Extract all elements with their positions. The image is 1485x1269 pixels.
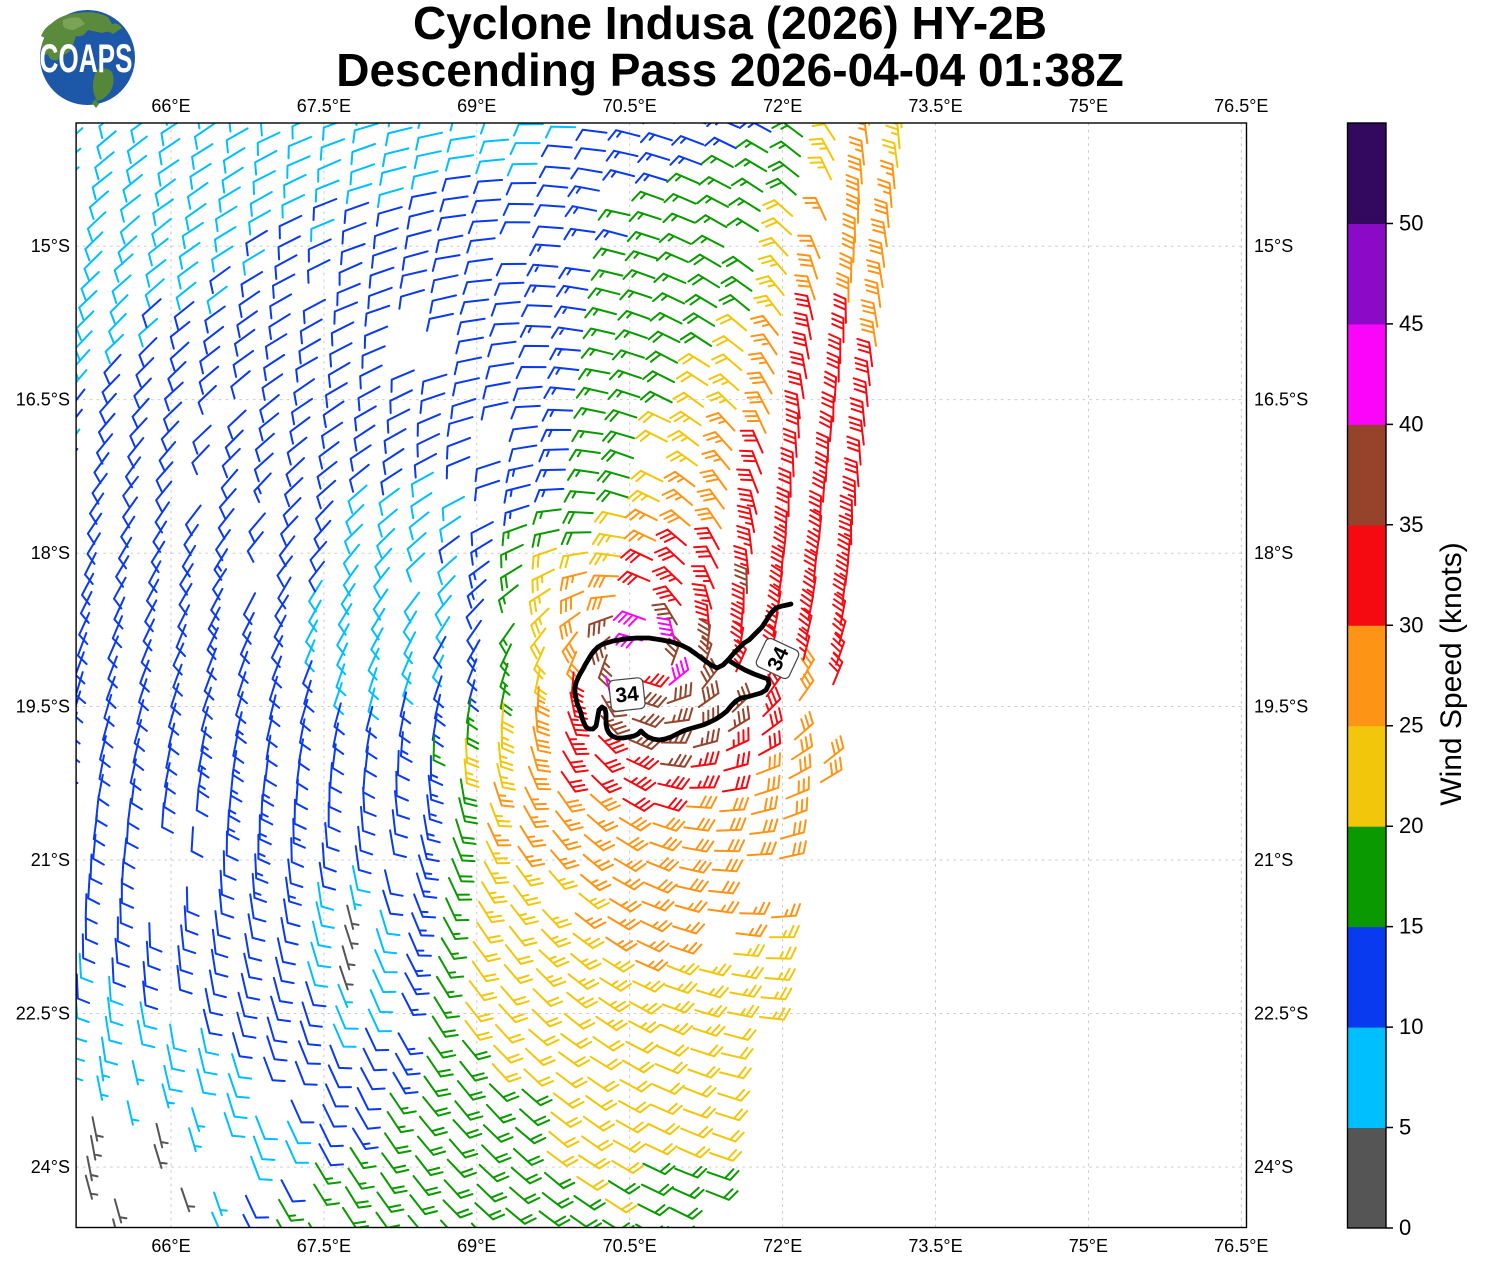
svg-text:20: 20 [1399, 813, 1423, 838]
svg-text:18°S: 18°S [1254, 543, 1293, 563]
svg-text:COAPS: COAPS [40, 37, 133, 81]
svg-text:10: 10 [1399, 1014, 1423, 1039]
svg-text:15: 15 [1399, 914, 1423, 939]
svg-text:0: 0 [1399, 1215, 1411, 1240]
svg-text:76.5°E: 76.5°E [1214, 1236, 1268, 1256]
svg-text:16.5°S: 16.5°S [16, 390, 70, 410]
svg-text:75°E: 75°E [1069, 1236, 1108, 1256]
svg-text:30: 30 [1399, 612, 1423, 637]
svg-text:18°S: 18°S [31, 543, 70, 563]
svg-text:40: 40 [1399, 411, 1423, 436]
svg-text:50: 50 [1399, 211, 1423, 236]
svg-text:67.5°E: 67.5°E [297, 96, 351, 116]
svg-text:15°S: 15°S [31, 236, 70, 256]
svg-text:5: 5 [1399, 1115, 1411, 1140]
svg-text:22.5°S: 22.5°S [16, 1004, 70, 1024]
svg-text:75°E: 75°E [1069, 96, 1108, 116]
svg-text:Descending Pass 2026-04-04 01:: Descending Pass 2026-04-04 01:38Z [336, 44, 1124, 96]
svg-text:69°E: 69°E [457, 1236, 496, 1256]
svg-text:16.5°S: 16.5°S [1254, 390, 1308, 410]
svg-text:45: 45 [1399, 311, 1423, 336]
svg-text:34: 34 [614, 682, 640, 707]
svg-text:73.5°E: 73.5°E [908, 1236, 962, 1256]
svg-text:19.5°S: 19.5°S [16, 697, 70, 717]
svg-text:24°S: 24°S [1254, 1157, 1293, 1177]
svg-text:67.5°E: 67.5°E [297, 1236, 351, 1256]
svg-text:72°E: 72°E [763, 1236, 802, 1256]
svg-text:73.5°E: 73.5°E [908, 96, 962, 116]
svg-text:21°S: 21°S [1254, 850, 1293, 870]
svg-text:24°S: 24°S [31, 1157, 70, 1177]
svg-text:76.5°E: 76.5°E [1214, 96, 1268, 116]
svg-text:70.5°E: 70.5°E [603, 96, 657, 116]
svg-text:72°E: 72°E [763, 96, 802, 116]
svg-text:Cyclone Indusa (2026) HY-2B: Cyclone Indusa (2026) HY-2B [413, 0, 1047, 49]
svg-text:35: 35 [1399, 512, 1423, 537]
svg-text:21°S: 21°S [31, 850, 70, 870]
svg-text:19.5°S: 19.5°S [1254, 697, 1308, 717]
svg-text:22.5°S: 22.5°S [1254, 1004, 1308, 1024]
svg-text:66°E: 66°E [151, 1236, 190, 1256]
svg-text:15°S: 15°S [1254, 236, 1293, 256]
svg-text:69°E: 69°E [457, 96, 496, 116]
svg-text:66°E: 66°E [151, 96, 190, 116]
svg-text:25: 25 [1399, 713, 1423, 738]
svg-text:Wind Speed (knots): Wind Speed (knots) [1435, 542, 1468, 805]
svg-text:70.5°E: 70.5°E [603, 1236, 657, 1256]
